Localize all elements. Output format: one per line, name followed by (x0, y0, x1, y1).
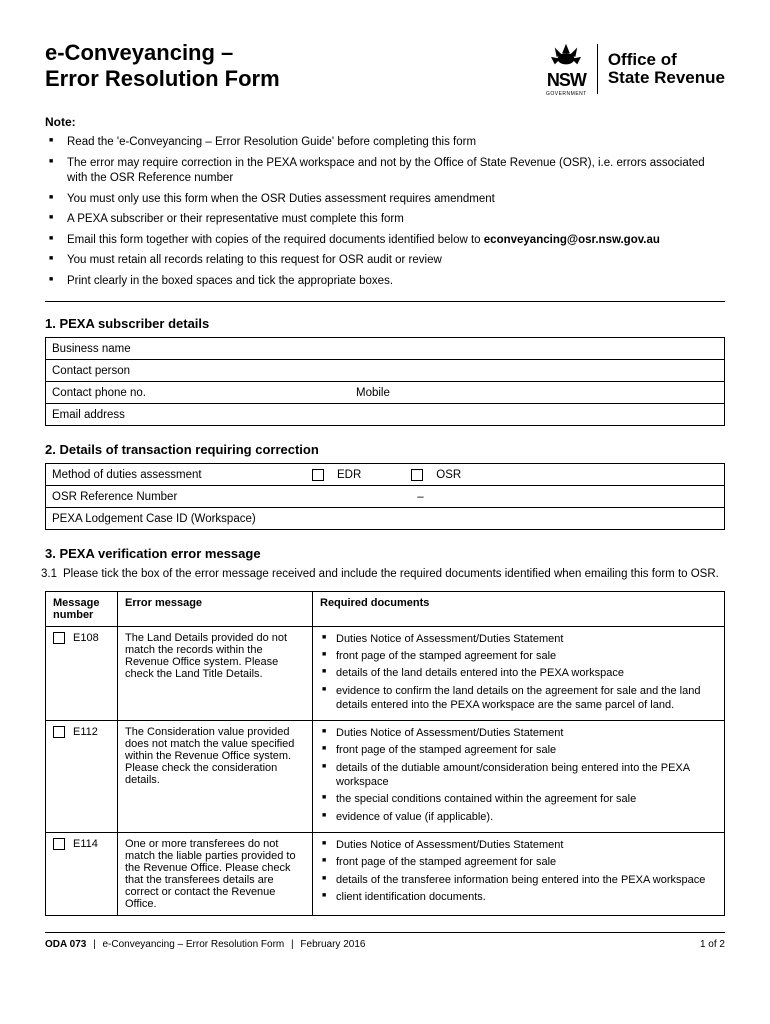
page-title: e-Conveyancing – Error Resolution Form (45, 40, 280, 93)
checkbox-e112[interactable] (53, 726, 65, 738)
note-item: A PEXA subscriber or their representativ… (45, 212, 725, 228)
th-msgnum: Message number (46, 591, 118, 626)
error-message: The Consideration value provided does no… (118, 721, 313, 833)
doc-item: Duties Notice of Assessment/Duties State… (320, 838, 717, 852)
doc-item: evidence of value (if applicable). (320, 810, 717, 824)
footer-code: ODA 073 (45, 939, 86, 950)
field-email[interactable]: Email address (46, 404, 725, 426)
error-code: E114 (73, 838, 98, 850)
error-message: One or more transferees do not match the… (118, 832, 313, 915)
logo-divider (597, 44, 598, 94)
office-name: Office of State Revenue (608, 51, 725, 87)
doc-list: Duties Notice of Assessment/Duties State… (320, 632, 717, 712)
error-code: E108 (73, 632, 99, 644)
note-label: Note: (45, 115, 725, 129)
field-business-name[interactable]: Business name (46, 338, 725, 360)
doc-list: Duties Notice of Assessment/Duties State… (320, 838, 717, 904)
logo-block: NSW GOVERNMENT Office of State Revenue (546, 40, 725, 97)
field-method: Method of duties assessment EDR OSR (46, 464, 725, 486)
office-line1: Office of (608, 51, 725, 69)
footer-name: e-Conveyancing – Error Resolution Form (103, 939, 285, 950)
footer-page: 1 of 2 (700, 939, 725, 950)
th-errmsg: Error message (118, 591, 313, 626)
doc-item: front page of the stamped agreement for … (320, 855, 717, 869)
doc-item: Duties Notice of Assessment/Duties State… (320, 632, 717, 646)
page-header: e-Conveyancing – Error Resolution Form N… (45, 40, 725, 97)
checkbox-e114[interactable] (53, 838, 65, 850)
title-line1: e-Conveyancing – (45, 40, 280, 66)
doc-item: front page of the stamped agreement for … (320, 743, 717, 757)
checkbox-e108[interactable] (53, 632, 65, 644)
doc-list: Duties Notice of Assessment/Duties State… (320, 726, 717, 824)
doc-item: details of the dutiable amount/considera… (320, 761, 717, 790)
note-email: econveyancing@osr.nsw.gov.au (484, 234, 660, 246)
footer-date: February 2016 (300, 939, 365, 950)
doc-item: front page of the stamped agreement for … (320, 649, 717, 663)
section1-title: 1. PEXA subscriber details (45, 316, 725, 331)
doc-item: Duties Notice of Assessment/Duties State… (320, 726, 717, 740)
error-message: The Land Details provided do not match t… (118, 626, 313, 720)
doc-item: details of the transferee information be… (320, 873, 717, 887)
error-table: Message number Error message Required do… (45, 591, 725, 916)
waratah-icon (547, 40, 585, 70)
office-line2: State Revenue (608, 69, 725, 87)
error-row: E112 The Consideration value provided do… (46, 721, 725, 833)
note-item: Read the 'e-Conveyancing – Error Resolut… (45, 135, 725, 151)
error-code: E112 (73, 726, 98, 738)
checkbox-osr[interactable] (411, 469, 423, 481)
note-item: You must retain all records relating to … (45, 253, 725, 269)
separator (45, 301, 725, 302)
field-contact-person[interactable]: Contact person (46, 360, 725, 382)
doc-item: the special conditions contained within … (320, 792, 717, 806)
field-osr-ref[interactable]: OSR Reference Number– (46, 486, 725, 508)
notes-list: Read the 'e-Conveyancing – Error Resolut… (45, 135, 725, 289)
note-item: Print clearly in the boxed spaces and ti… (45, 274, 725, 290)
nsw-logo: NSW GOVERNMENT (546, 40, 587, 97)
field-contact-phone[interactable]: Contact phone no.Mobile (46, 382, 725, 404)
nsw-text: NSW (547, 70, 586, 91)
error-row: E114 One or more transferees do not matc… (46, 832, 725, 915)
doc-item: evidence to confirm the land details on … (320, 684, 717, 713)
note-item: You must only use this form when the OSR… (45, 192, 725, 208)
field-mobile-label: Mobile (356, 387, 390, 399)
footer-left: ODA 073 | e-Conveyancing – Error Resolut… (45, 939, 365, 950)
note-item: The error may require correction in the … (45, 156, 725, 187)
subscriber-table: Business name Contact person Contact pho… (45, 337, 725, 426)
section2-title: 2. Details of transaction requiring corr… (45, 442, 725, 457)
nsw-government-text: GOVERNMENT (546, 91, 587, 97)
section3-instruction: 3.1Please tick the box of the error mess… (63, 567, 725, 583)
note-item: Email this form together with copies of … (45, 233, 725, 249)
field-pexa-case[interactable]: PEXA Lodgement Case ID (Workspace) (46, 508, 725, 530)
doc-item: client identification documents. (320, 890, 717, 904)
th-reqdocs: Required documents (313, 591, 725, 626)
error-row: E108 The Land Details provided do not ma… (46, 626, 725, 720)
doc-item: details of the land details entered into… (320, 666, 717, 680)
checkbox-edr[interactable] (312, 469, 324, 481)
osr-ref-dash: – (417, 491, 423, 503)
transaction-table: Method of duties assessment EDR OSR OSR … (45, 463, 725, 530)
page-footer: ODA 073 | e-Conveyancing – Error Resolut… (45, 932, 725, 950)
section3-title: 3. PEXA verification error message (45, 546, 725, 561)
title-line2: Error Resolution Form (45, 66, 280, 92)
